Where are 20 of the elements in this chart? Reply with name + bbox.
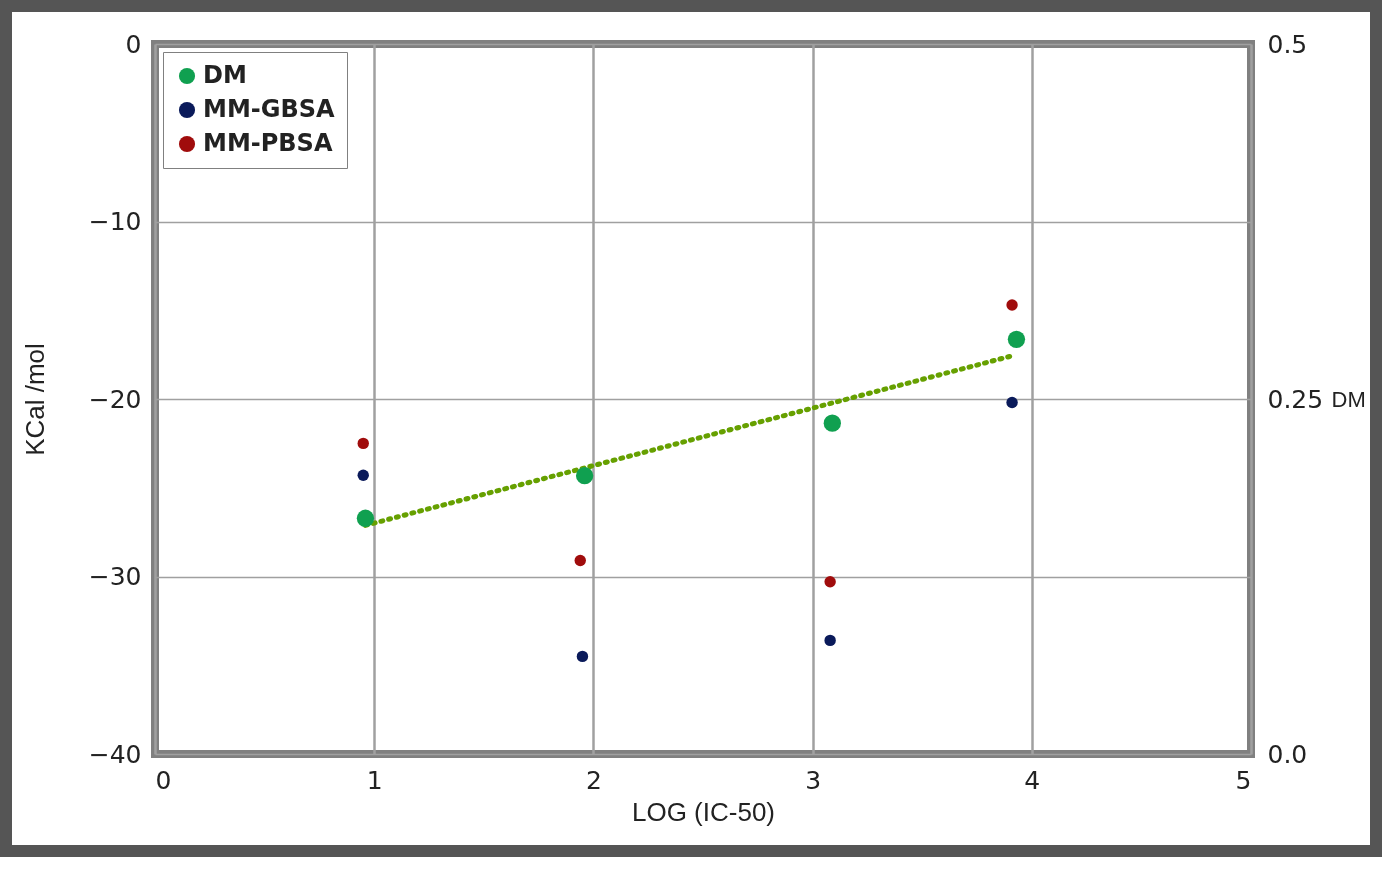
x-tick-label: 5 (1235, 765, 1252, 795)
y-tick-label: 0 (125, 29, 142, 59)
y-tick-label: −10 (88, 207, 142, 236)
y-tick-label: −40 (88, 739, 142, 769)
y-axis-title: KCal /mol (19, 343, 50, 456)
y-tick-label: −20 (88, 384, 142, 414)
x-tick-label: 4 (1024, 765, 1041, 795)
y2-tick-label: 0.0 (1267, 739, 1308, 769)
y-tick-label: −30 (88, 562, 142, 591)
x-axis-title: LOG (IC-50) (631, 796, 776, 827)
x-tick-label: 0 (155, 765, 172, 795)
legend-label: DM (203, 61, 247, 89)
y2-tick-label: 0.5 (1267, 29, 1308, 59)
x-tick-label: 2 (585, 765, 602, 795)
y2-tick-label: 0.25 (1267, 384, 1324, 414)
legend-label: MM-GBSA (203, 95, 335, 123)
x-tick-label: 1 (366, 765, 383, 795)
y2-axis-title: DM (1331, 386, 1366, 412)
x-tick-label: 3 (805, 765, 822, 795)
legend-label: MM-PBSA (203, 129, 333, 157)
